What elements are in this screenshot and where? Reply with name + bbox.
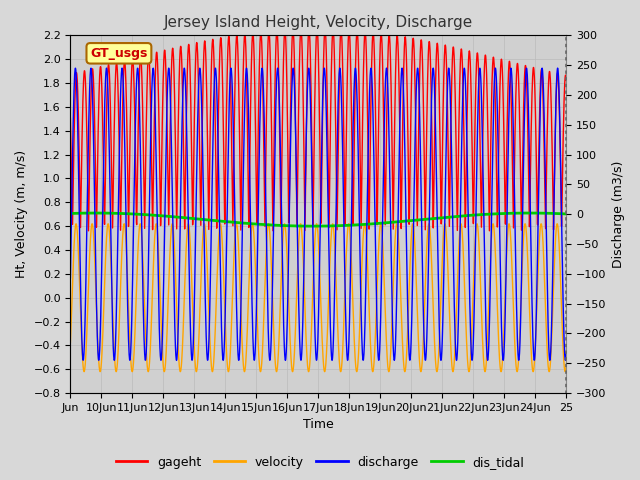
gageht (67, 116, 74, 121)
gageht (313, 28, 321, 34)
dis_tidal (109, 210, 116, 216)
discharge (229, 107, 237, 113)
dis_tidal (313, 223, 321, 229)
X-axis label: Time: Time (303, 419, 333, 432)
discharge (408, 318, 415, 324)
Y-axis label: Ht, Velocity (m, m/s): Ht, Velocity (m, m/s) (15, 150, 28, 278)
gageht (84, 228, 92, 234)
velocity (109, 301, 116, 307)
gageht (313, 25, 321, 31)
velocity (67, 339, 74, 345)
Line: dis_tidal: dis_tidal (70, 213, 566, 226)
gageht (229, 216, 237, 222)
Legend: gageht, velocity, discharge, dis_tidal: gageht, velocity, discharge, dis_tidal (111, 451, 529, 474)
Line: gageht: gageht (70, 28, 566, 231)
dis_tidal (92, 210, 100, 216)
dis_tidal (229, 219, 237, 225)
gageht (458, 59, 466, 64)
dis_tidal (408, 217, 415, 223)
discharge (458, 111, 466, 117)
dis_tidal (67, 211, 74, 216)
discharge (109, 315, 116, 321)
velocity (408, 228, 415, 234)
velocity (229, 288, 237, 294)
discharge (563, 349, 570, 355)
Y-axis label: Discharge (m3/s): Discharge (m3/s) (612, 160, 625, 268)
gageht (109, 225, 116, 231)
discharge (165, 65, 173, 71)
discharge (111, 358, 118, 363)
velocity (146, 351, 154, 357)
Text: GT_usgs: GT_usgs (90, 47, 148, 60)
discharge (67, 275, 74, 281)
velocity (401, 369, 409, 374)
velocity (458, 231, 466, 237)
dis_tidal (309, 223, 317, 229)
Title: Jersey Island Height, Velocity, Discharge: Jersey Island Height, Velocity, Discharg… (164, 15, 473, 30)
velocity (216, 221, 224, 227)
velocity (563, 363, 570, 369)
velocity (313, 221, 321, 227)
gageht (563, 77, 570, 83)
Line: velocity: velocity (70, 224, 566, 372)
gageht (408, 68, 415, 74)
Line: discharge: discharge (70, 68, 566, 360)
discharge (313, 357, 321, 362)
discharge (147, 157, 154, 163)
dis_tidal (563, 211, 570, 217)
dis_tidal (147, 212, 154, 218)
gageht (147, 85, 154, 91)
dis_tidal (458, 213, 466, 219)
